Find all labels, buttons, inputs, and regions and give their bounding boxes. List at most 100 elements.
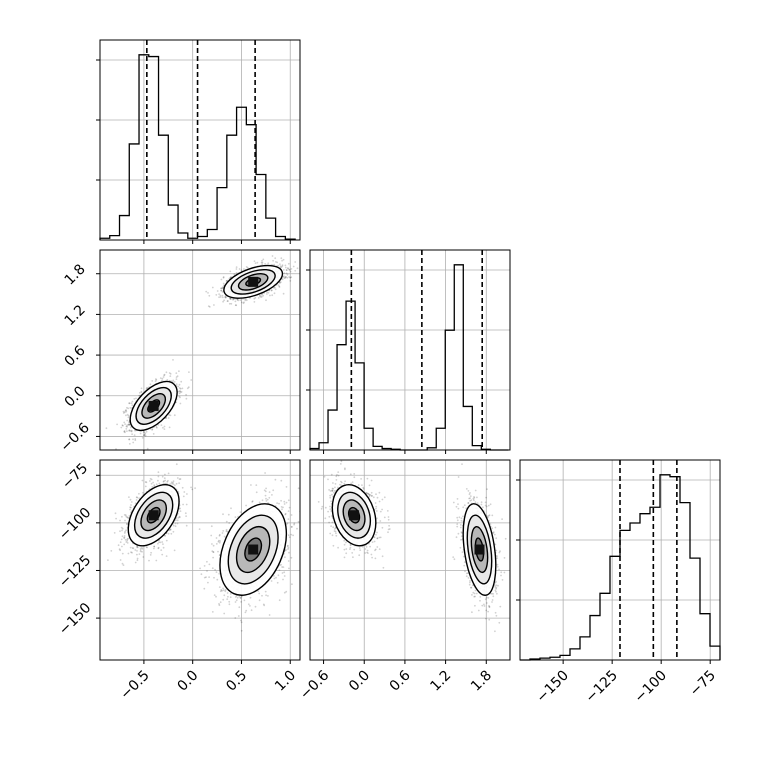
scatter-point bbox=[124, 423, 126, 425]
scatter-p1-p3-panel: −150−125−100−75−0.5 0.0 0.5 1.0 bbox=[56, 459, 301, 703]
scatter-point bbox=[126, 406, 128, 409]
scatter-point bbox=[161, 553, 164, 556]
scatter-point bbox=[210, 525, 213, 528]
scatter-point bbox=[261, 261, 264, 264]
scatter-point bbox=[131, 547, 134, 549]
axes-frame bbox=[309, 249, 511, 451]
scatter-point bbox=[179, 402, 182, 405]
scatter-point bbox=[284, 556, 286, 559]
scatter-point bbox=[128, 429, 131, 432]
scatter-point bbox=[227, 595, 229, 598]
scatter-point bbox=[221, 589, 224, 592]
scatter-point bbox=[271, 255, 274, 257]
scatter-point bbox=[226, 592, 229, 594]
scatter-point bbox=[184, 512, 187, 515]
scatter-point bbox=[220, 287, 223, 290]
scatter-point bbox=[185, 393, 188, 396]
scatter-point bbox=[172, 481, 174, 484]
scatter-point bbox=[245, 609, 248, 612]
axes-frame bbox=[99, 249, 301, 451]
scatter-point bbox=[289, 276, 292, 279]
scatter-point bbox=[138, 553, 141, 555]
scatter-point bbox=[121, 545, 123, 548]
scatter-point bbox=[240, 601, 243, 603]
scatter-point bbox=[283, 275, 285, 278]
scatter-point bbox=[178, 515, 181, 518]
scatter-point bbox=[134, 429, 136, 432]
scatter-point bbox=[289, 270, 292, 273]
scatter-point bbox=[130, 501, 133, 503]
scatter-point bbox=[208, 576, 211, 578]
scatter-point bbox=[290, 533, 293, 536]
scatter-point bbox=[273, 263, 275, 266]
scatter-point bbox=[257, 297, 260, 299]
scatter-point bbox=[174, 484, 176, 487]
scatter-point bbox=[128, 402, 131, 405]
scatter-point bbox=[218, 534, 221, 537]
scatter-point bbox=[126, 516, 129, 519]
scatter-point bbox=[171, 482, 173, 485]
scatter-point bbox=[230, 302, 233, 305]
scatter-point bbox=[126, 539, 129, 542]
scatter-point bbox=[267, 262, 270, 265]
scatter-point bbox=[126, 538, 129, 541]
scatter-point bbox=[270, 289, 273, 292]
scatter-point bbox=[131, 433, 134, 436]
scatter-point bbox=[168, 372, 171, 374]
scatter-point bbox=[240, 301, 243, 304]
scatter-point bbox=[229, 270, 232, 273]
scatter-point bbox=[175, 378, 178, 380]
scatter-point bbox=[279, 265, 282, 267]
scatter-point bbox=[221, 291, 224, 293]
scatter-point bbox=[127, 552, 130, 555]
scatter-point bbox=[282, 578, 284, 581]
scatter-point bbox=[107, 559, 109, 561]
scatter-point bbox=[159, 377, 162, 379]
scatter-point bbox=[215, 543, 218, 545]
scatter-point bbox=[179, 478, 182, 480]
scatter-point bbox=[168, 414, 171, 416]
scatter-point bbox=[233, 273, 236, 276]
scatter-point bbox=[118, 548, 121, 550]
scatter-point bbox=[244, 299, 247, 302]
scatter-point bbox=[266, 291, 268, 293]
scatter-point bbox=[121, 527, 124, 530]
scatter-point bbox=[141, 548, 144, 550]
scatter-point bbox=[176, 375, 179, 377]
scatter-point bbox=[264, 472, 266, 474]
scatter-point bbox=[180, 391, 183, 393]
scatter-point bbox=[265, 500, 268, 502]
scatter-point bbox=[277, 264, 280, 267]
scatter-point bbox=[167, 479, 169, 482]
scatter-point bbox=[123, 535, 126, 537]
scatter-point bbox=[278, 285, 281, 288]
scatter-point bbox=[131, 404, 134, 407]
scatter-point bbox=[131, 551, 133, 554]
scatter-point bbox=[218, 296, 221, 299]
scatter-point bbox=[153, 545, 156, 548]
scatter-point bbox=[259, 294, 261, 297]
scatter-point bbox=[243, 268, 245, 270]
scatter-point bbox=[157, 546, 160, 549]
scatter-point bbox=[281, 264, 284, 267]
scatter-point bbox=[123, 430, 126, 433]
scatter-point bbox=[296, 267, 299, 270]
scatter-point bbox=[262, 603, 265, 606]
scatter-point bbox=[172, 530, 175, 533]
scatter-point bbox=[124, 514, 127, 517]
scatter-point bbox=[126, 542, 129, 544]
scatter-point bbox=[123, 430, 126, 432]
scatter-point bbox=[282, 276, 285, 278]
scatter-point bbox=[238, 268, 241, 270]
y-tick-label: 0.6 bbox=[62, 343, 89, 370]
scatter-point bbox=[218, 603, 220, 605]
scatter-point bbox=[260, 293, 263, 296]
scatter-point bbox=[123, 514, 126, 516]
scatter-point bbox=[128, 423, 131, 426]
scatter-point bbox=[219, 601, 222, 604]
scatter-point bbox=[229, 297, 232, 300]
scatter-point bbox=[288, 506, 291, 509]
scatter-point bbox=[179, 390, 181, 392]
scatter-point bbox=[283, 503, 286, 505]
